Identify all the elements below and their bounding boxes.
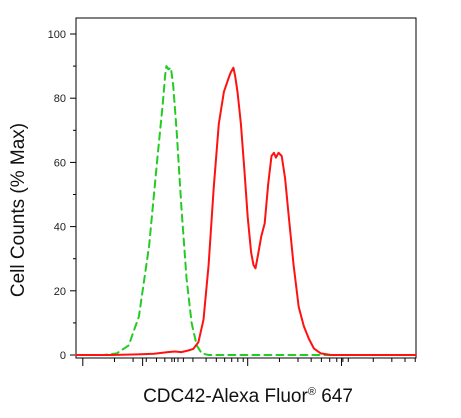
- series-line-control-dashed: [75, 65, 417, 356]
- y-tick-label: 0: [60, 350, 66, 362]
- x-axis-title: CDC42-Alexa Fluor® 647: [143, 386, 353, 407]
- y-axis-title: Cell Counts (% Max): [8, 123, 29, 297]
- y-tick-label: 100: [48, 29, 66, 41]
- x-axis-ticks: [82, 358, 416, 366]
- x-axis-title-superscript: ®: [308, 386, 316, 398]
- plot-frame-box: [75, 17, 417, 359]
- series-group: [75, 65, 417, 356]
- series-line-sample-solid: [75, 66, 417, 356]
- x-axis-title-suffix: 647: [316, 386, 353, 407]
- y-tick-label: 80: [54, 93, 66, 105]
- y-tick-label: 20: [54, 286, 66, 298]
- y-tick-label: 40: [54, 222, 66, 234]
- x-axis-title-main: CDC42-Alexa Fluor: [143, 386, 308, 407]
- plot-frame: [75, 17, 417, 359]
- y-axis-ticks: 0 20 40 60 80 100: [48, 29, 76, 362]
- y-tick-label: 60: [54, 157, 66, 169]
